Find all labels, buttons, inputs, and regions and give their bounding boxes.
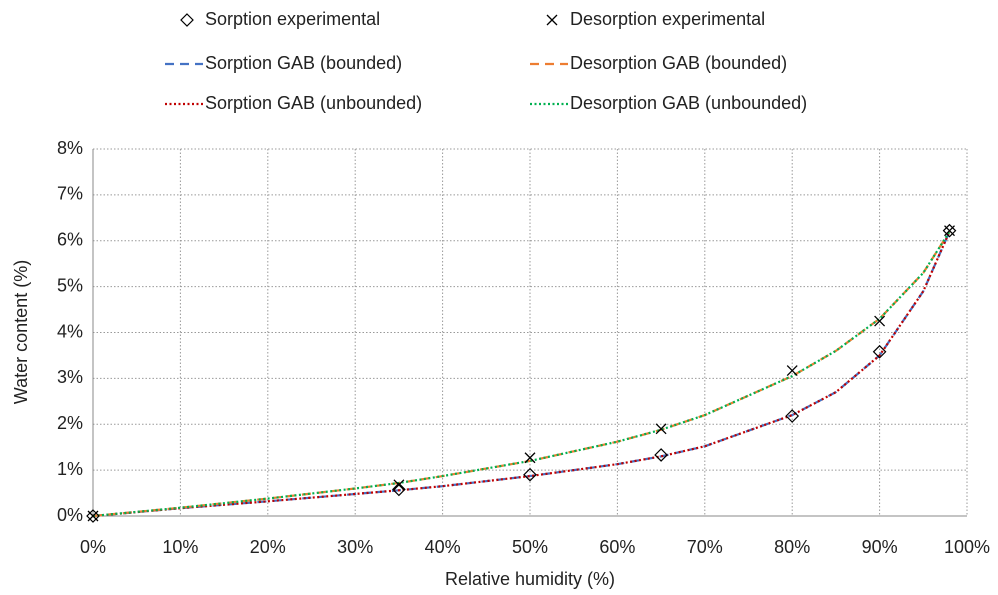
marker-x — [786, 365, 798, 377]
marker-x — [87, 510, 99, 522]
marker-diamond — [785, 409, 800, 423]
marker-diamond — [180, 13, 194, 27]
legend-label: Sorption GAB (bounded) — [205, 53, 402, 73]
marker-diamond — [942, 223, 957, 238]
marker-diamond — [872, 344, 887, 359]
marker-x — [393, 479, 405, 491]
x-tick-label: 50% — [512, 537, 548, 557]
x-tick-label: 80% — [774, 537, 810, 557]
fit-line — [92, 230, 951, 518]
y-tick-label: 7% — [57, 184, 83, 204]
x-tick-label: 0% — [80, 537, 106, 557]
y-tick-label: 6% — [57, 230, 83, 250]
y-tick-label: 1% — [57, 459, 83, 479]
marker-diamond — [86, 509, 100, 523]
y-tick-label: 5% — [57, 275, 83, 295]
x-tick-label: 100% — [944, 537, 990, 557]
x-tick-label: 60% — [599, 537, 635, 557]
fit-line — [92, 230, 951, 518]
y-tick-label: 2% — [57, 413, 83, 433]
marker-diamond — [392, 482, 406, 497]
marker-x — [546, 14, 558, 26]
marker-diamond — [654, 448, 668, 462]
y-tick-label: 8% — [57, 138, 83, 158]
legend-label: Desorption experimental — [570, 9, 765, 29]
marker-diamond — [523, 467, 537, 482]
marker-x — [944, 225, 955, 237]
x-tick-label: 40% — [425, 537, 461, 557]
legend-label: Desorption GAB (unbounded) — [570, 93, 807, 113]
y-tick-label: 3% — [57, 367, 83, 387]
y-tick-label: 4% — [57, 321, 83, 341]
x-axis-title: Relative humidity (%) — [445, 569, 615, 589]
marker-x — [524, 452, 536, 464]
y-tick-label: 0% — [57, 505, 83, 525]
fit-line — [92, 231, 951, 518]
x-tick-label: 90% — [862, 537, 898, 557]
y-axis-title: Water content (%) — [11, 260, 31, 404]
marker-x — [655, 423, 667, 435]
x-tick-label: 30% — [337, 537, 373, 557]
x-tick-label: 70% — [687, 537, 723, 557]
x-tick-label: 20% — [250, 537, 286, 557]
legend-label: Sorption GAB (unbounded) — [205, 93, 422, 113]
fit-line — [92, 231, 951, 518]
legend-label: Sorption experimental — [205, 9, 380, 29]
marker-x — [874, 315, 886, 327]
legend-label: Desorption GAB (bounded) — [570, 53, 787, 73]
x-tick-label: 10% — [162, 537, 198, 557]
